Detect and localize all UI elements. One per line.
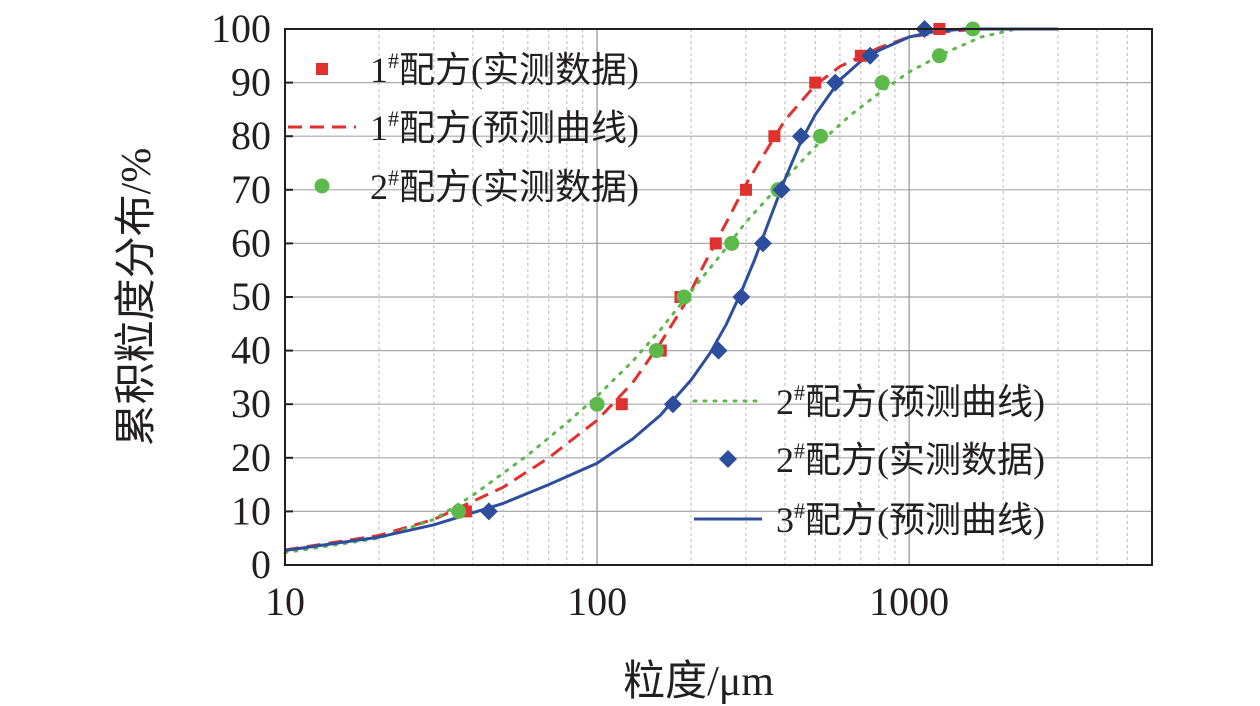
legend: 1#配方(实测数据) 1#配方(预测曲线) 2#配方(实测数据) 2#配方(预测曲线)…: [288, 48, 1045, 540]
y-tick-label: 90: [231, 60, 271, 105]
s2_measured_green-point: [589, 396, 605, 412]
y-tick-label: 70: [231, 167, 271, 212]
y-tick-label: 60: [231, 220, 271, 265]
s3_measured_blue-point: [861, 46, 880, 65]
s2_measured_green-point: [676, 289, 692, 305]
x-tick-label: 10: [265, 579, 305, 624]
y-tick-label: 40: [231, 328, 271, 373]
s1_measured-point: [709, 237, 722, 250]
legend-item-s1_predicted: 1#配方(预测曲线): [288, 106, 639, 148]
legend-label: 2#配方(实测数据): [370, 165, 639, 207]
x-tick-label: 1000: [869, 579, 949, 624]
s3_measured_blue-point: [663, 395, 682, 414]
s2_measured_green-point: [813, 128, 829, 144]
legend-item-s1_measured: 1#配方(实测数据): [316, 48, 639, 90]
s1_measured-point: [854, 49, 867, 62]
y-tick-label: 50: [231, 274, 271, 319]
legend-label: 2#配方(实测数据): [776, 438, 1045, 480]
legend-item-s2_predicted: 2#配方(预测曲线): [692, 380, 1045, 422]
legend-swatch: [314, 178, 330, 194]
y-tick-label: 30: [231, 381, 271, 426]
s3_measured_blue-point: [826, 73, 845, 92]
s1_measured-point: [615, 398, 628, 411]
s1_measured-point: [809, 76, 822, 89]
s3_measured_blue-point: [479, 502, 498, 521]
s2_predicted-line: [283, 27, 1060, 555]
s2_measured_green-point: [648, 343, 664, 359]
y-tick-label: 100: [211, 6, 271, 51]
measured-markers: [451, 20, 981, 521]
legend-label: 2#配方(预测曲线): [776, 380, 1045, 422]
legend-item-s3_predicted: 3#配方(预测曲线): [694, 498, 1045, 540]
legend-label: 3#配方(预测曲线): [776, 498, 1045, 540]
s3_measured_blue-point: [732, 288, 751, 306]
s2_measured_green-point: [931, 48, 947, 64]
s2_measured_green-point: [724, 235, 740, 251]
legend-label: 1#配方(实测数据): [370, 48, 639, 90]
s2_measured_green-point: [874, 75, 890, 91]
s3_measured_blue-point: [709, 341, 728, 360]
legend-label: 1#配方(预测曲线): [370, 106, 639, 148]
x-tick-label: 100: [567, 579, 627, 624]
y-tick-label: 80: [231, 113, 271, 158]
s2_measured_green-point: [451, 503, 467, 519]
legend-item-s3_measured_blue: 2#配方(实测数据): [719, 438, 1045, 480]
legend-item-s2_measured_green: 2#配方(实测数据): [314, 165, 639, 207]
y-tick-label: 10: [231, 488, 271, 533]
y-tick-label: 20: [231, 435, 271, 480]
s1_measured-point: [768, 130, 781, 143]
legend-swatch: [719, 450, 737, 468]
s3_measured_blue-point: [753, 234, 772, 253]
y-axis-title: 累积粒度分布/%: [114, 148, 160, 447]
s3_measured_blue-point: [791, 127, 810, 146]
s1_measured-point: [739, 183, 752, 196]
x-axis-title: 粒度/μm: [623, 659, 774, 705]
legend-swatch: [316, 63, 328, 75]
s3_measured_blue-point: [772, 180, 791, 199]
y-tick-label: 0: [251, 542, 271, 587]
